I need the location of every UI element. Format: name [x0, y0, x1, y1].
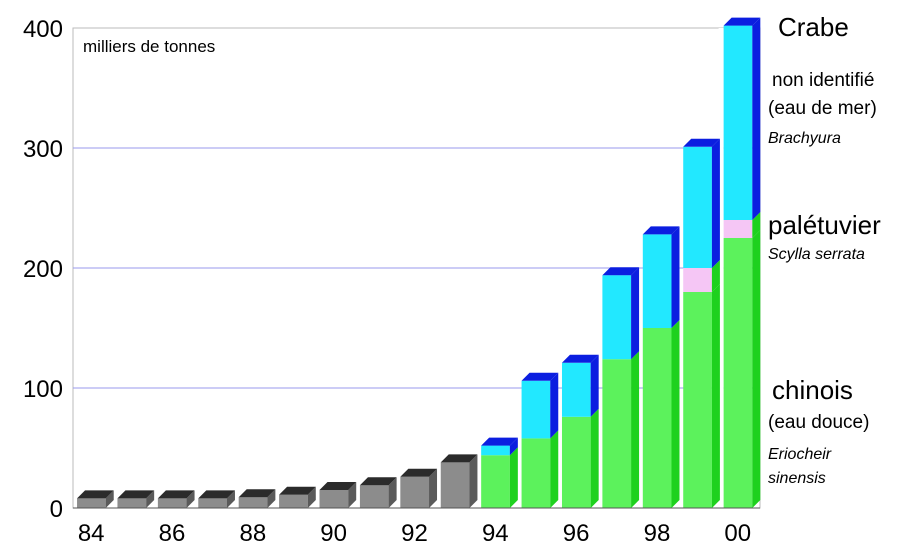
bar-2-95-side [550, 372, 559, 439]
bar-0-00-side [752, 230, 761, 508]
bar-0-97 [602, 359, 632, 508]
bar-total-top-88 [238, 489, 276, 498]
bar-0-94-side [509, 447, 518, 508]
legend-chinese-latin-2: sinensis [768, 470, 826, 487]
bar-total-86 [157, 498, 187, 508]
bar-1-00-side [752, 212, 761, 238]
bar-0-98-side [671, 320, 680, 508]
bar-1-99-side [711, 260, 720, 292]
x-tick-label-98: 98 [644, 520, 671, 546]
bar-total-93-side [469, 454, 478, 508]
x-tick-label-96: 96 [563, 520, 590, 546]
bar-2-99-side [711, 138, 720, 268]
bar-total-90-side [348, 482, 357, 508]
bar-total-top-86 [157, 490, 195, 499]
bar-total-85-side [146, 490, 155, 508]
legend-crab-title: Crabe [778, 12, 849, 42]
legend-marine-latin: Brachyura [768, 130, 841, 147]
bar-total-top-91 [359, 477, 397, 486]
bar-total-84-side [105, 490, 114, 508]
bar-total-92 [400, 476, 430, 508]
legend-marine-label: non identifié [772, 70, 875, 91]
bar-total-top-87 [198, 490, 235, 499]
bar-2-00-side [752, 17, 761, 220]
x-tick-label-92: 92 [401, 520, 428, 546]
bar-top-00 [723, 17, 761, 26]
bar-total-92-side [429, 468, 438, 508]
bar-2-94 [481, 445, 510, 456]
bar-total-91 [359, 485, 389, 508]
y-tick-label-100: 100 [23, 376, 63, 403]
bar-2-00 [723, 25, 753, 220]
bar-top-96 [561, 354, 599, 363]
bar-2-98-side [671, 226, 680, 328]
bar-total-85 [117, 498, 147, 508]
bar-total-88-side [267, 489, 276, 508]
bar-2-97-side [631, 267, 640, 360]
bar-top-98 [642, 226, 680, 235]
bar-total-top-84 [77, 490, 114, 499]
y-tick-label-200: 200 [23, 256, 63, 283]
x-tick-label-00: 00 [724, 520, 751, 546]
bar-total-87-side [226, 490, 235, 508]
bar-0-99 [683, 292, 712, 508]
bar-total-89-side [307, 486, 316, 508]
unit-label: milliers de tonnes [83, 37, 215, 56]
bar-total-93 [440, 462, 470, 508]
bar-2-95 [521, 380, 551, 439]
bar-0-99-side [711, 284, 720, 508]
x-tick-label-84: 84 [78, 520, 105, 546]
bar-total-88 [238, 497, 268, 508]
bar-total-90 [319, 490, 349, 508]
bar-2-99 [683, 146, 712, 268]
bar-top-94 [481, 437, 518, 446]
bar-total-top-90 [319, 482, 357, 490]
bar-total-84 [77, 498, 106, 508]
bar-0-98 [642, 328, 672, 508]
bar-0-96 [561, 416, 591, 508]
x-tick-label-86: 86 [159, 520, 186, 546]
bar-total-top-85 [117, 490, 155, 499]
bar-0-96-side [590, 408, 599, 508]
bar-0-95 [521, 438, 551, 508]
y-tick-label-0: 0 [50, 496, 63, 523]
bar-top-95 [521, 372, 559, 381]
bar-total-89 [279, 494, 308, 508]
last-year-separator [718, 28, 724, 508]
bar-total-87 [198, 498, 227, 508]
bar-total-top-93 [440, 454, 478, 463]
bar-top-99 [683, 138, 720, 147]
bar-2-96-side [590, 354, 599, 417]
x-tick-label-90: 90 [320, 520, 347, 546]
bar-2-94-side [509, 437, 518, 456]
legend-chinese-sub: (eau douce) [768, 412, 870, 433]
bar-2-98 [642, 234, 672, 328]
legend-mangrove: palétuvier [768, 210, 881, 240]
x-tick-label-94: 94 [482, 520, 509, 546]
x-tick-label-88: 88 [239, 520, 266, 546]
bar-2-97 [602, 275, 632, 360]
bar-2-96 [561, 362, 591, 417]
bar-0-95-side [550, 430, 559, 508]
y-tick-label-300: 300 [23, 136, 63, 163]
bar-total-top-89 [279, 486, 316, 495]
bar-total-top-92 [400, 468, 438, 477]
legend-mangrove-latin: Scylla serrata [768, 246, 865, 263]
bar-0-94 [481, 455, 510, 508]
y-tick-label-400: 400 [23, 16, 63, 43]
bar-total-91-side [388, 477, 397, 508]
legend-chinese-latin-1: Eriocheir [768, 446, 832, 463]
bar-0-00 [723, 238, 753, 508]
bar-1-00 [723, 220, 753, 238]
bar-top-97 [602, 267, 640, 276]
bar-0-97-side [631, 351, 640, 508]
bar-1-99 [683, 268, 712, 292]
legend-chinese: chinois [772, 375, 853, 405]
legend-marine-sub: (eau de mer) [768, 98, 877, 119]
bar-total-86-side [186, 490, 195, 508]
